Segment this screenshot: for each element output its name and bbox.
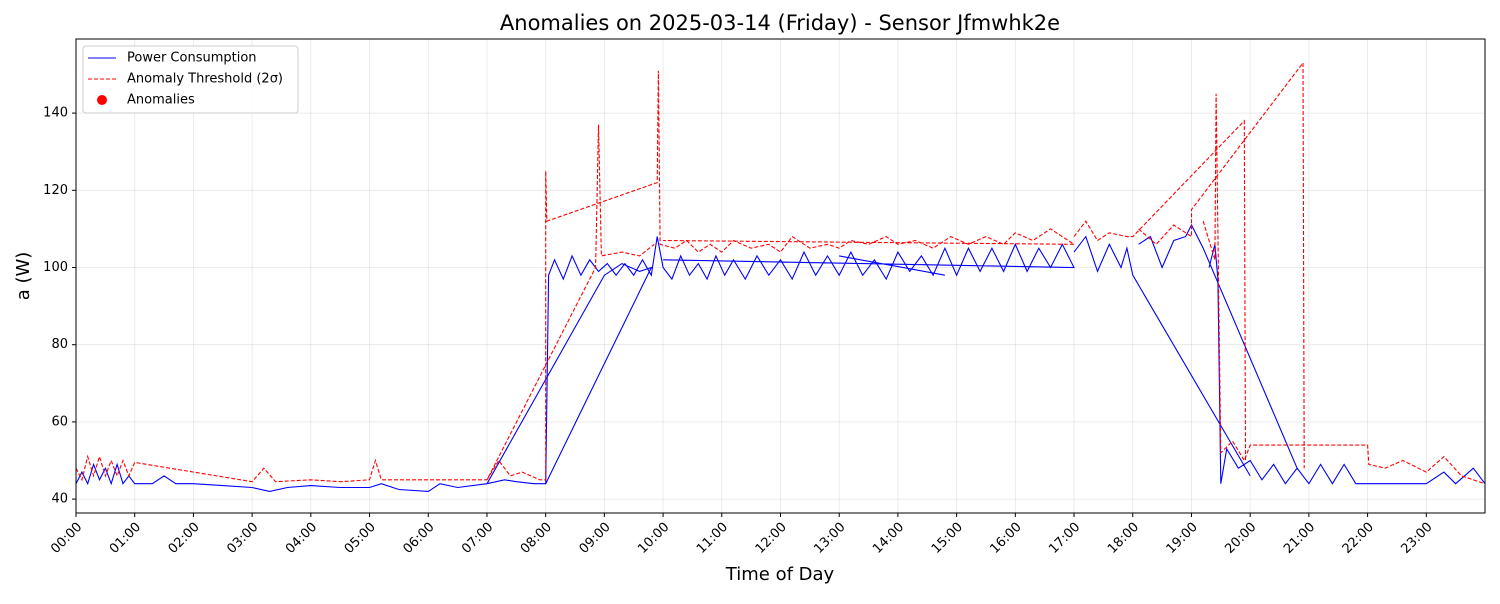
legend-label: Power Consumption <box>127 51 257 66</box>
series-line <box>75 223 1486 492</box>
series-line <box>75 61 1486 485</box>
y-axis-label: a (W) <box>13 252 34 301</box>
legend-marker <box>97 95 107 105</box>
x-axis-label: Time of Day <box>725 564 835 585</box>
legend-label: Anomaly Threshold (2σ) <box>127 72 283 87</box>
legend-box <box>82 45 299 114</box>
chart-title: Anomalies on 2025-03-14 (Friday) - Senso… <box>500 11 1060 35</box>
y-tick-label: 60 <box>51 414 68 429</box>
y-tick-label: 80 <box>51 337 68 352</box>
y-tick-label: 120 <box>43 183 68 198</box>
plot-frame <box>75 38 1486 514</box>
y-tick-label: 140 <box>43 106 68 121</box>
y-tick-label: 40 <box>51 492 68 507</box>
y-tick-label: 100 <box>43 260 68 275</box>
legend-label: Anomalies <box>127 93 195 108</box>
